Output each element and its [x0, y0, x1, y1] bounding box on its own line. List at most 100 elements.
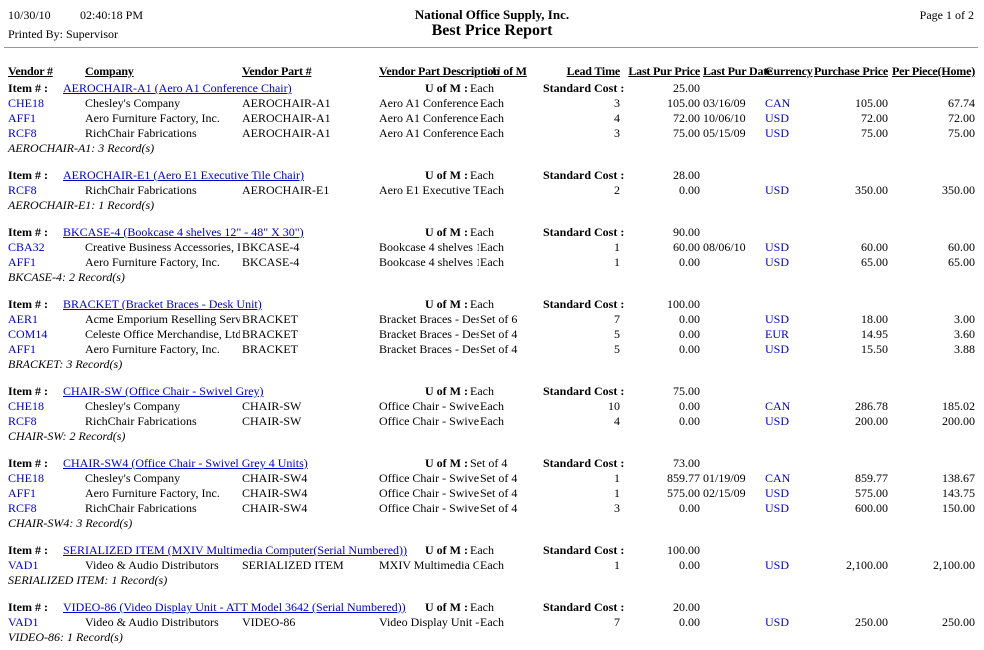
currency-link[interactable]: USD — [765, 255, 790, 269]
purchase-price-cell: 600.00 — [855, 501, 888, 515]
column-header-last-pur-price: Last Pur Price — [628, 64, 700, 78]
company-cell: Aero Furniture Factory, Inc. — [85, 342, 220, 356]
currency-link[interactable]: USD — [765, 312, 790, 326]
currency-link[interactable]: USD — [765, 414, 790, 428]
item-title-link[interactable]: BRACKET (Bracket Braces - Desk Unit) — [63, 297, 262, 311]
item-group: Item # : CHAIR-SW4 (Office Chair - Swive… — [0, 456, 984, 531]
currency-link[interactable]: USD — [765, 486, 790, 500]
table-row: CHE18 Chesley's Company CHAIR-SW Office … — [0, 399, 984, 414]
vendor-link[interactable]: RCF8 — [8, 501, 37, 515]
lead-time-cell: 3 — [614, 501, 620, 515]
item-title-link[interactable]: CHAIR-SW (Office Chair - Swivel Grey) — [63, 384, 264, 398]
item-number-label: Item # : — [8, 81, 48, 95]
column-header-purchase-price: Purchase Price — [814, 64, 888, 78]
vendor-link[interactable]: VAD1 — [8, 615, 39, 629]
vendor-part-cell: VIDEO-86 — [242, 615, 296, 629]
per-piece-cell: 138.67 — [942, 471, 975, 485]
currency-link[interactable]: USD — [765, 615, 790, 629]
vendor-link[interactable]: RCF8 — [8, 126, 37, 140]
currency-link[interactable]: USD — [765, 501, 790, 515]
table-row: AER1 Acme Emporium Reselling Services BR… — [0, 312, 984, 327]
item-title-link[interactable]: BKCASE-4 (Bookcase 4 shelves 12" - 48" X… — [63, 225, 304, 239]
currency-link[interactable]: CAN — [765, 96, 791, 110]
currency-link[interactable]: USD — [765, 183, 790, 197]
vendor-link[interactable]: AFF1 — [8, 111, 37, 125]
part-description-cell: MXIV Multimedia Computer — [379, 558, 479, 572]
vendor-part-cell: CHAIR-SW4 — [242, 501, 308, 515]
lead-time-cell: 5 — [614, 327, 620, 341]
record-count: BKCASE-4: 2 Record(s) — [8, 270, 125, 284]
lead-time-cell: 4 — [614, 111, 620, 125]
standard-cost-value: 100.00 — [667, 297, 700, 311]
record-count: AEROCHAIR-A1: 3 Record(s) — [8, 141, 155, 155]
lead-time-cell: 7 — [614, 615, 620, 629]
currency-link[interactable]: USD — [765, 126, 790, 140]
company-cell: Chesley's Company — [85, 399, 181, 413]
last-pur-date-cell: 05/15/09 — [703, 126, 746, 140]
item-title-link[interactable]: AEROCHAIR-A1 (Aero A1 Conference Chair) — [63, 81, 292, 95]
item-group: Item # : AEROCHAIR-A1 (Aero A1 Conferenc… — [0, 81, 984, 156]
last-pur-date-cell: 08/06/10 — [703, 240, 746, 254]
item-title-link[interactable]: AEROCHAIR-E1 (Aero E1 Executive Tile Cha… — [63, 168, 304, 182]
item-title-link[interactable]: VIDEO-86 (Video Display Unit - ATT Model… — [63, 600, 406, 614]
uom-cell: Each — [480, 399, 504, 413]
table-row: RCF8 RichChair Fabrications CHAIR-SW Off… — [0, 414, 984, 429]
currency-link[interactable]: CAN — [765, 399, 791, 413]
table-row: CHE18 Chesley's Company AEROCHAIR-A1 Aer… — [0, 96, 984, 111]
part-description-cell: Aero E1 Executive Tile Chair — [379, 183, 479, 197]
table-row: RCF8 RichChair Fabrications AEROCHAIR-E1… — [0, 183, 984, 198]
item-header-row: Item # : AEROCHAIR-E1 (Aero E1 Executive… — [0, 168, 984, 183]
company-cell: Aero Furniture Factory, Inc. — [85, 486, 220, 500]
column-header-uom: U of M — [492, 64, 527, 78]
purchase-price-cell: 72.00 — [861, 111, 888, 125]
part-description-cell: Aero A1 Conference Chair — [379, 126, 479, 140]
vendor-link[interactable]: CHE18 — [8, 471, 44, 485]
standard-cost-value: 20.00 — [673, 600, 700, 614]
vendor-link[interactable]: RCF8 — [8, 414, 37, 428]
vendor-link[interactable]: VAD1 — [8, 558, 39, 572]
last-pur-price-cell: 0.00 — [679, 312, 700, 326]
lead-time-cell: 10 — [608, 399, 620, 413]
vendor-link[interactable]: AFF1 — [8, 255, 37, 269]
per-piece-cell: 3.00 — [954, 312, 975, 326]
lead-time-cell: 1 — [614, 240, 620, 254]
vendor-link[interactable]: AFF1 — [8, 342, 37, 356]
part-description-cell: Aero A1 Conference Chair — [379, 96, 479, 110]
vendor-link[interactable]: COM14 — [8, 327, 48, 341]
purchase-price-cell: 75.00 — [861, 126, 888, 140]
vendor-link[interactable]: AFF1 — [8, 486, 37, 500]
item-title-link[interactable]: CHAIR-SW4 (Office Chair - Swivel Grey 4 … — [63, 456, 308, 470]
purchase-price-cell: 575.00 — [855, 486, 888, 500]
currency-link[interactable]: USD — [765, 342, 790, 356]
currency-link[interactable]: USD — [765, 111, 790, 125]
currency-link[interactable]: CAN — [765, 471, 791, 485]
vendor-link[interactable]: CHE18 — [8, 96, 44, 110]
record-count: AEROCHAIR-E1: 1 Record(s) — [8, 198, 155, 212]
item-number-label: Item # : — [8, 297, 48, 311]
company-cell: Chesley's Company — [85, 96, 181, 110]
table-row: AFF1 Aero Furniture Factory, Inc. CHAIR-… — [0, 486, 984, 501]
vendor-link[interactable]: AER1 — [8, 312, 38, 326]
standard-cost-label: Standard Cost : — [543, 297, 625, 311]
vendor-link[interactable]: CBA32 — [8, 240, 45, 254]
standard-cost-value: 100.00 — [667, 543, 700, 557]
currency-link[interactable]: USD — [765, 240, 790, 254]
vendor-link[interactable]: CHE18 — [8, 399, 44, 413]
item-number-label: Item # : — [8, 225, 48, 239]
item-title-link[interactable]: SERIALIZED ITEM (MXIV Multimedia Compute… — [63, 543, 408, 557]
page-number: Page 1 of 2 — [919, 8, 974, 22]
per-piece-cell: 185.02 — [942, 399, 975, 413]
column-header-lead-time: Lead Time — [566, 64, 621, 78]
purchase-price-cell: 350.00 — [855, 183, 888, 197]
currency-link[interactable]: EUR — [765, 327, 789, 341]
lead-time-cell: 1 — [614, 471, 620, 485]
group-footer-row: CHAIR-SW4: 3 Record(s) — [0, 516, 984, 531]
currency-link[interactable]: USD — [765, 558, 790, 572]
vendor-part-cell: AEROCHAIR-A1 — [242, 111, 331, 125]
table-row: VAD1 Video & Audio Distributors SERIALIZ… — [0, 558, 984, 573]
printed-by: Printed By: Supervisor — [8, 27, 118, 41]
column-header-company: Company — [85, 64, 134, 78]
vendor-link[interactable]: RCF8 — [8, 183, 37, 197]
part-description-cell: Bookcase 4 shelves 12" - 48" — [379, 240, 479, 254]
vendor-part-cell: BKCASE-4 — [242, 240, 300, 254]
